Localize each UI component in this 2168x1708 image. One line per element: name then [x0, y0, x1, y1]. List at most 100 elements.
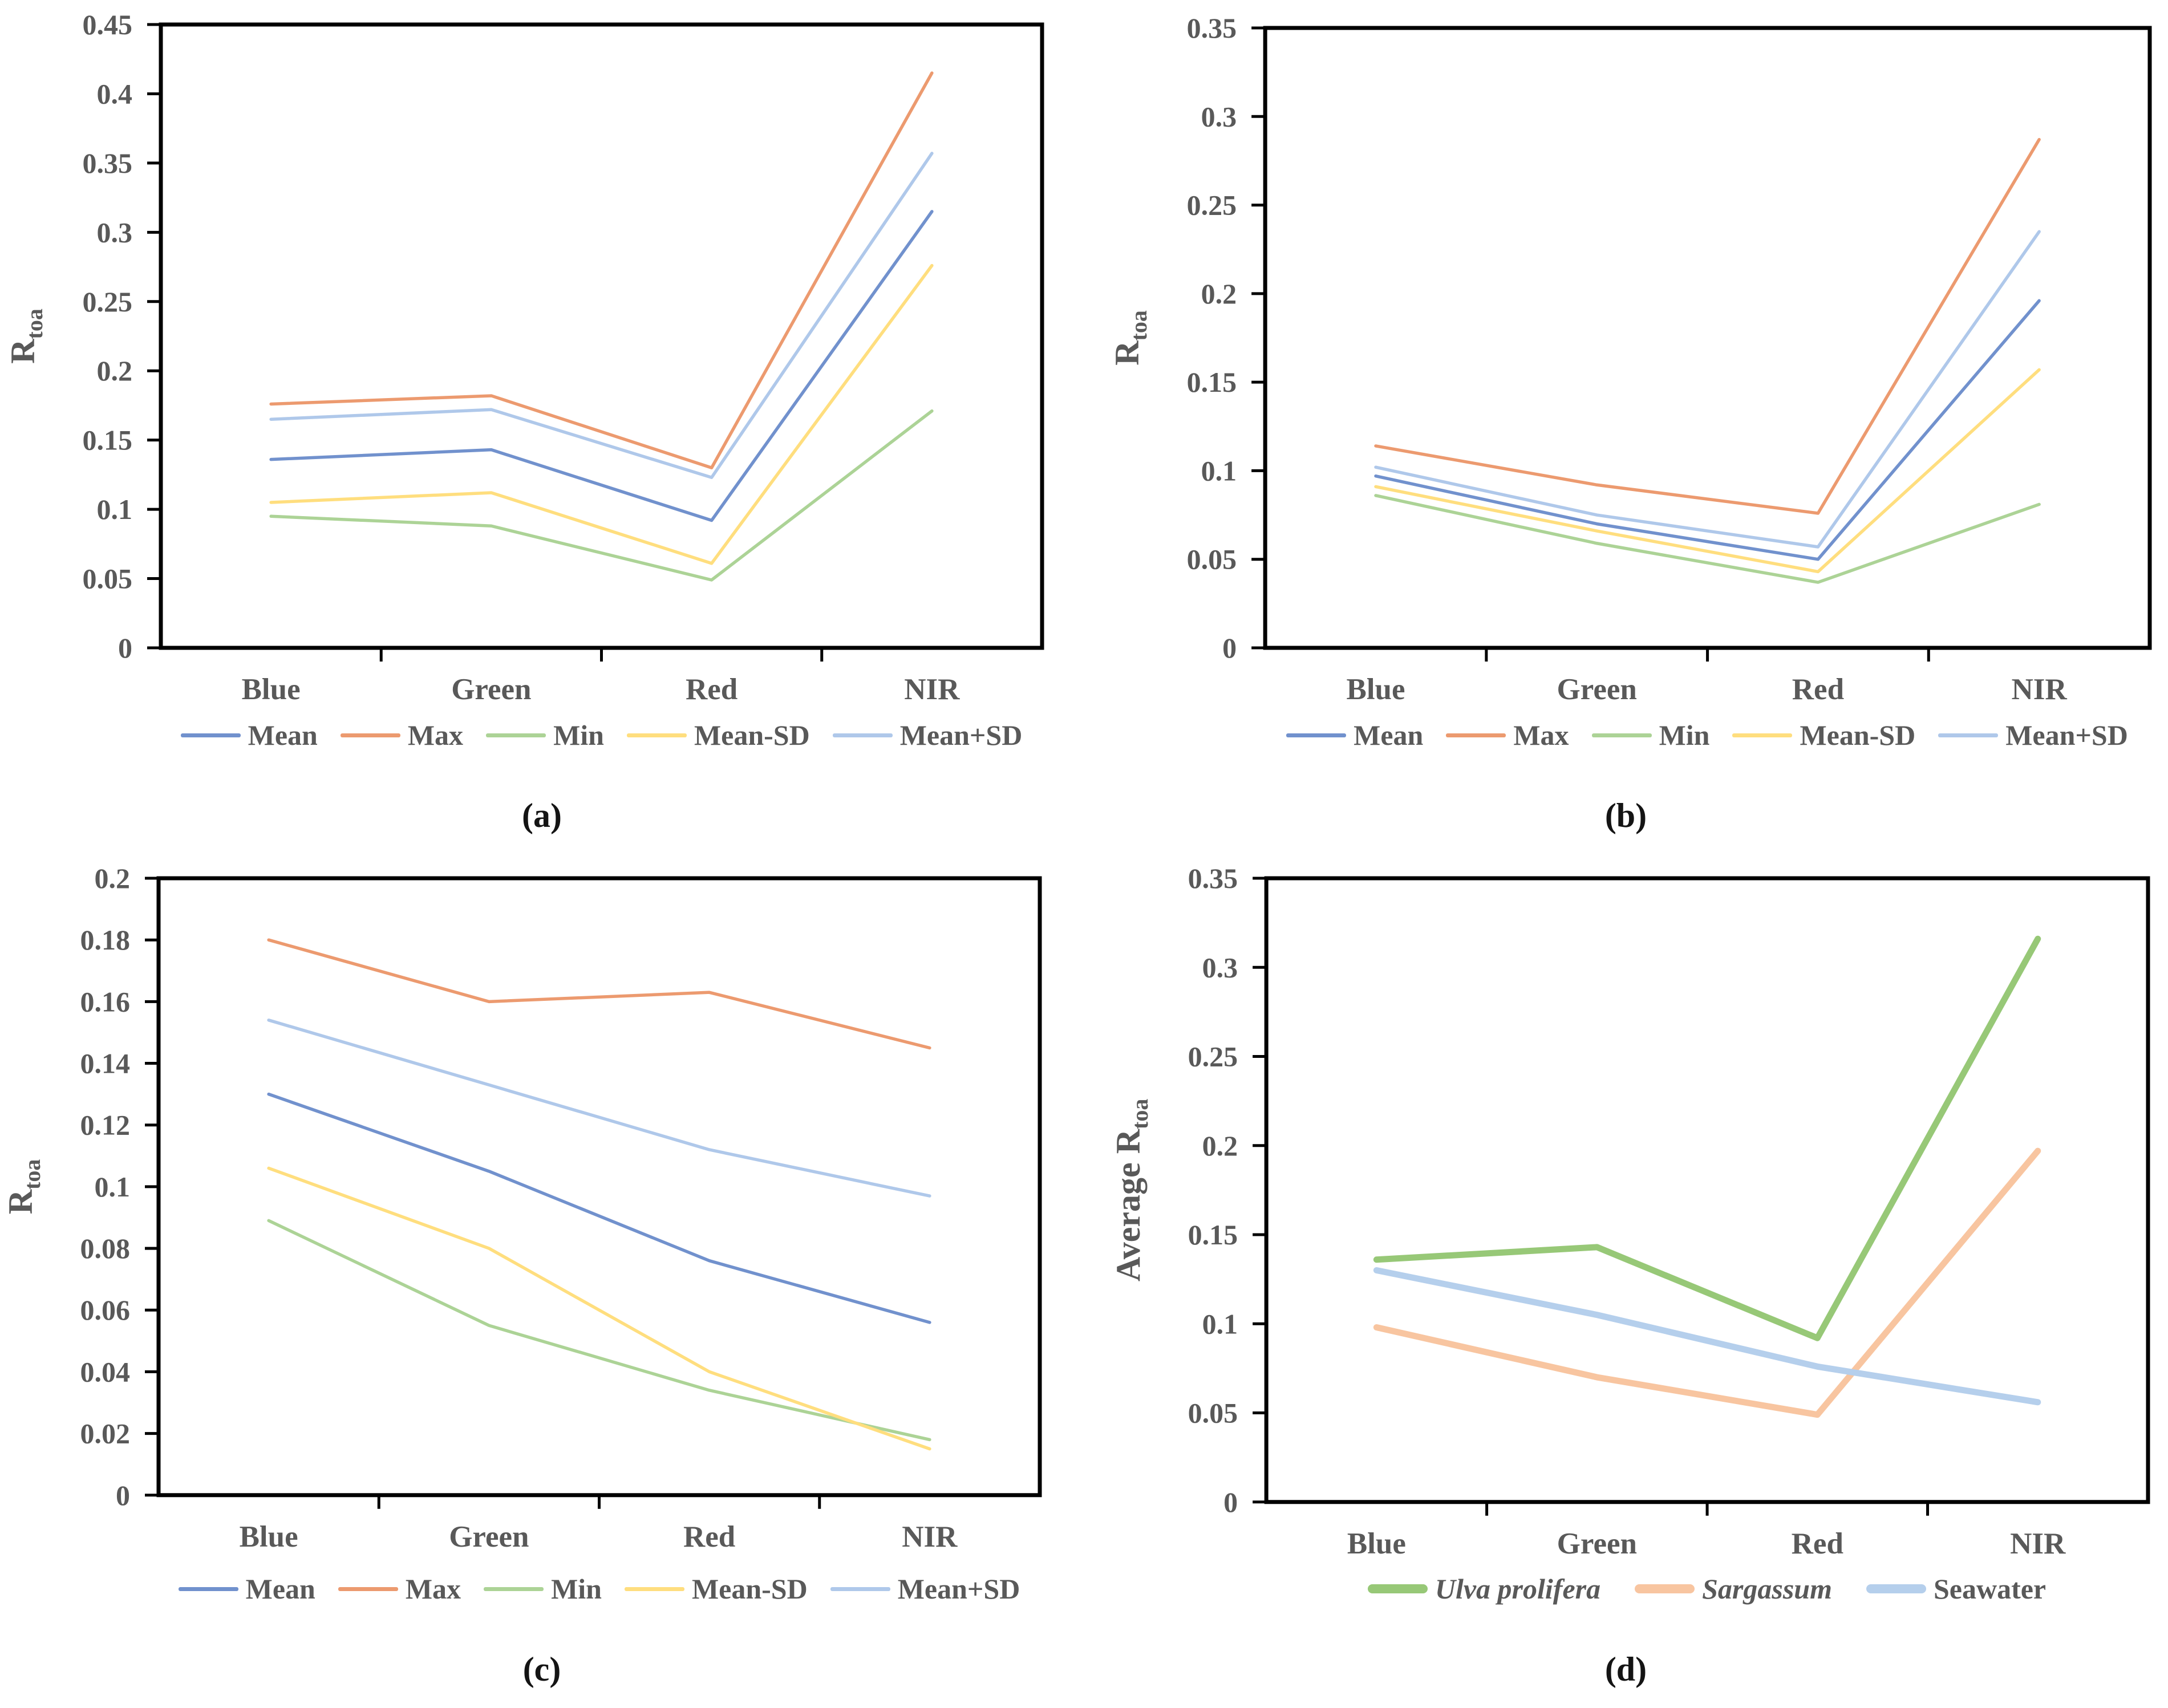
panel-letter-b: (b) [1604, 797, 1647, 834]
y-axis-title: Rtoa [1108, 310, 1152, 366]
legend-item: Mean [178, 1573, 315, 1605]
x-category-label: Blue [240, 1520, 298, 1553]
y-tick-label: 0.14 [80, 1048, 130, 1080]
legend-b: Mean Max Min Mean-SD Mean+SD [1265, 716, 2149, 754]
series-line-Mean+SD [1374, 230, 2041, 549]
legend-item: Min [484, 1575, 602, 1603]
line-chart-a: 0 0.05 0.1 0.15 0.2 0.25 0.3 0.35 0.4 0.45 Blue Gre… [4, 9, 1044, 706]
series-line-Max [269, 71, 934, 469]
x-category-label: Green [1557, 673, 1637, 706]
legend-item: Mean+SD [832, 719, 1023, 751]
legend-swatch [1367, 1584, 1428, 1593]
y-tick-label: 0.3 [1201, 100, 1237, 132]
chart-panel-b: 0 0.05 0.1 0.15 0.2 0.25 0.3 0.35 Blue Green Red NI… [1084, 0, 2168, 854]
y-tick-label: 0.05 [83, 563, 133, 595]
y-tick-label: 0.2 [97, 355, 133, 387]
y-axis-title: Average Rtoa [1109, 1099, 1153, 1282]
legend-label: Mean+SD [2005, 719, 2128, 751]
y-tick-label: 0.2 [1202, 1130, 1238, 1162]
y-tick-label: 0.25 [1187, 189, 1237, 221]
y-tick-label: 0.06 [80, 1294, 130, 1326]
x-category-label: Red [686, 673, 737, 706]
legend-swatch [1866, 1584, 1926, 1593]
y-tick-label: 0 [1223, 1486, 1238, 1518]
y-tick-label: 0.04 [80, 1356, 130, 1388]
legend-item: Sargassum [1635, 1575, 1832, 1603]
x-category-label: Blue [1346, 673, 1405, 706]
plot-frame [156, 876, 1042, 1498]
plot-frame [1264, 876, 2150, 1504]
legend-item: Mean [180, 721, 318, 749]
legend-item: Max [340, 719, 464, 751]
y-tick-label: 0.2 [95, 862, 130, 894]
legend-label: Mean-SD [691, 1573, 808, 1605]
y-tick-label: 0.15 [1187, 366, 1237, 398]
series-line-Mean+SD [267, 1019, 931, 1198]
legend-label: Max [407, 719, 464, 751]
y-tick-label: 0.35 [1187, 12, 1237, 44]
legend-item: Max [1446, 721, 1569, 749]
panel-letter-a: (a) [522, 797, 562, 834]
legend-swatch [1635, 1584, 1695, 1593]
panel-letter-d: (d) [1604, 1650, 1647, 1688]
y-tick-label: 0.3 [97, 216, 133, 248]
legend-label: Mean-SD [694, 719, 810, 751]
legend-item: Mean+SD [830, 1575, 1020, 1603]
x-category-label: Red [1792, 1527, 1843, 1560]
legend-label: Min [551, 1573, 602, 1605]
legend-item: Mean-SD [624, 1573, 808, 1605]
y-tick-label: 0.1 [95, 1171, 130, 1203]
series-line-Mean-SD [269, 263, 934, 565]
legend-label: Seawater [1933, 1573, 2047, 1605]
y-tick-label: 0.45 [83, 9, 133, 40]
series-line-Ulva prolifera [1373, 935, 2041, 1341]
x-category-label: Red [683, 1520, 735, 1553]
plot-frame [1263, 26, 2152, 650]
legend-d: Ulva prolifera Sargassum Seawater [1266, 1570, 2147, 1608]
legend-swatch [1446, 733, 1506, 737]
legend-swatch [1938, 733, 1999, 737]
y-tick-label: 0.25 [1188, 1041, 1238, 1073]
legend-item: Mean-SD [626, 719, 810, 751]
series-line-Min [1374, 494, 2041, 584]
legend-item: Max [338, 1575, 461, 1603]
legend-label: Mean [245, 1573, 315, 1605]
y-tick-label: 0.15 [1188, 1219, 1238, 1251]
legend-label: Min [1659, 719, 1710, 751]
line-chart-b: 0 0.05 0.1 0.15 0.2 0.25 0.3 0.35 Blue Green Red NI… [1108, 12, 2152, 706]
legend-swatch [180, 733, 241, 737]
series-line-Mean+SD [269, 152, 934, 479]
series-line-Seawater [1373, 1267, 2041, 1406]
series-line-Mean [269, 210, 934, 522]
line-chart-d: 0 0.05 0.1 0.15 0.2 0.25 0.3 0.35 Blue Green Red NI… [1109, 862, 2150, 1560]
legend-swatch [830, 1587, 890, 1591]
y-axis-title: Rtoa [4, 309, 47, 364]
chart-panel-d: 0 0.05 0.1 0.15 0.2 0.25 0.3 0.35 Blue Green Red NI… [1084, 854, 2168, 1708]
legend-label: Mean [1354, 719, 1424, 751]
series-line-Mean [267, 1092, 931, 1324]
legend-label: Mean+SD [899, 719, 1023, 751]
series-line-Mean [1374, 299, 2041, 561]
y-tick-label: 0.05 [1187, 543, 1237, 575]
x-category-label: Green [1557, 1527, 1637, 1560]
chart-panel-a: 0 0.05 0.1 0.15 0.2 0.25 0.3 0.35 0.4 0.45 Blue Gre… [0, 0, 1084, 854]
x-category-label: NIR [2012, 673, 2068, 706]
y-tick-label: 0.15 [83, 424, 133, 456]
series-line-Max [1374, 137, 2041, 515]
y-tick-label: 0.12 [80, 1109, 130, 1141]
x-category-label: Blue [242, 673, 301, 706]
legend-item: Min [486, 721, 604, 749]
y-tick-label: 0.35 [1188, 862, 1238, 894]
series-line-Sargassum [1373, 1147, 2041, 1418]
y-tick-label: 0 [116, 1479, 130, 1511]
series-line-Max [267, 938, 931, 1050]
y-tick-label: 0.2 [1201, 278, 1237, 310]
legend-item: Min [1591, 719, 1710, 751]
legend-swatch [1591, 733, 1652, 737]
legend-swatch [624, 1587, 684, 1591]
y-tick-label: 0.16 [80, 985, 130, 1017]
x-category-label: Blue [1347, 1527, 1406, 1560]
legend-swatch [338, 1587, 398, 1591]
y-tick-label: 0 [1222, 632, 1237, 664]
